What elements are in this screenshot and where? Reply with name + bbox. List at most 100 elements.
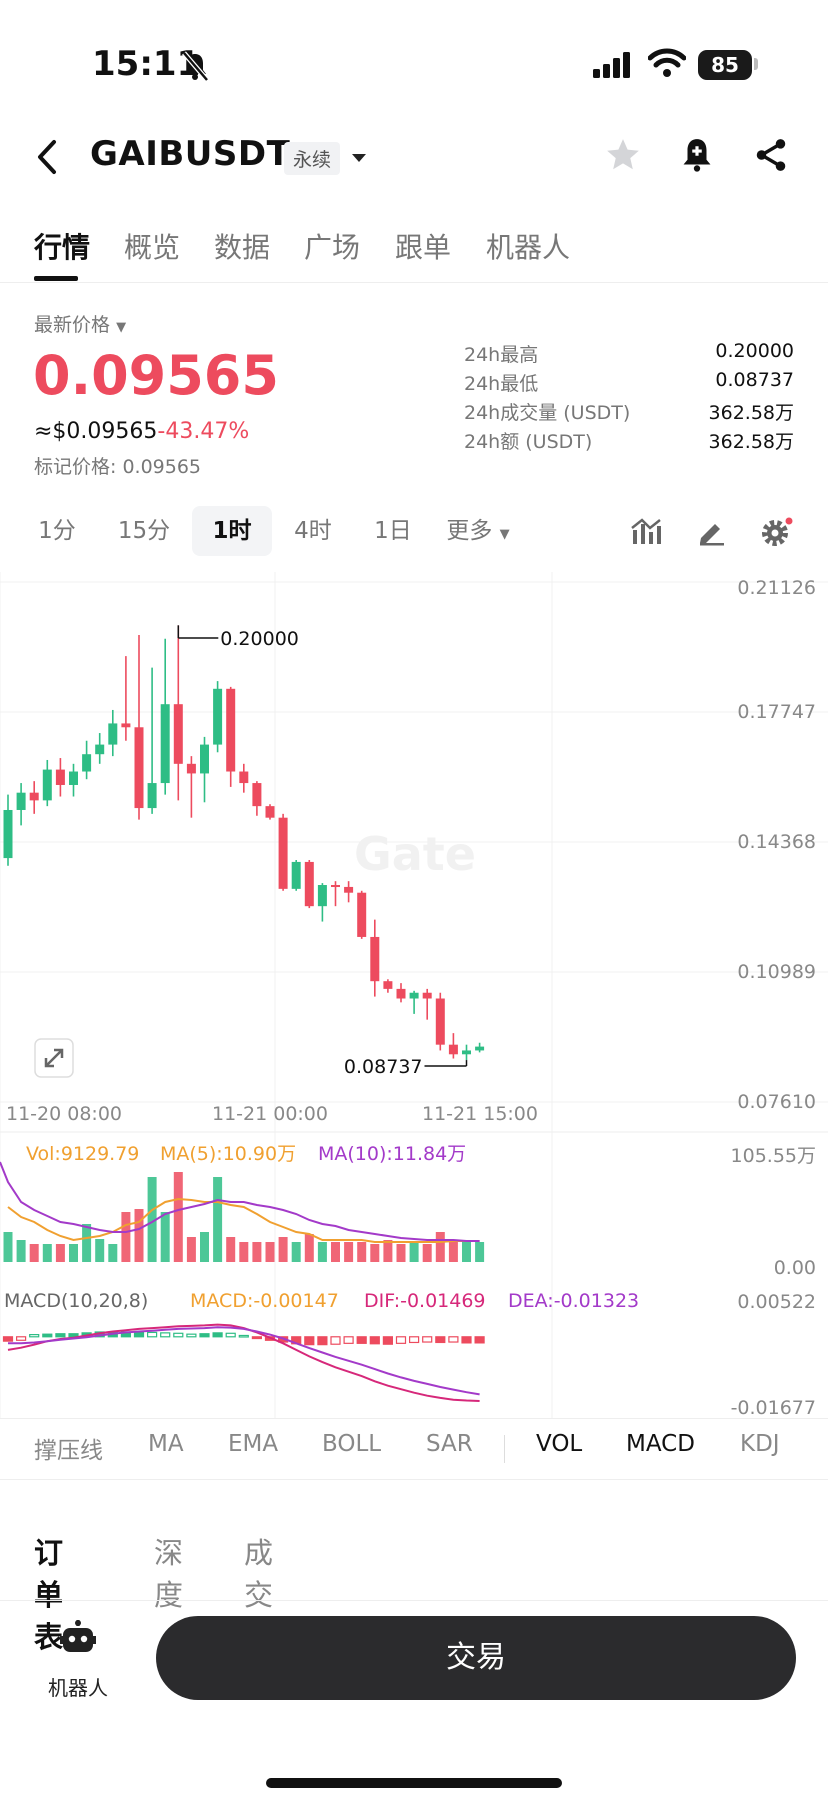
price-chart[interactable]: Gate 0.21126 0.17747 0.14368 0.10989 0.07610 0… bbox=[0, 572, 828, 1418]
macd-histogram-bar bbox=[369, 1336, 380, 1345]
volume-bar bbox=[278, 1237, 288, 1262]
tab-bots[interactable]: 机器人 bbox=[486, 231, 571, 264]
stat-label-turnover: 24h额 (USDT) bbox=[464, 431, 593, 453]
indicator-ema[interactable]: EMA bbox=[228, 1431, 279, 1457]
tab-overview[interactable]: 概览 bbox=[124, 231, 181, 264]
candle-body bbox=[475, 1046, 485, 1051]
candle-body bbox=[462, 1050, 471, 1055]
interval-1h[interactable]: 1时 bbox=[192, 506, 272, 556]
interval-1m[interactable]: 1分 bbox=[38, 518, 76, 544]
back-arrow-icon[interactable] bbox=[34, 138, 60, 176]
chevron-down-icon[interactable] bbox=[350, 152, 368, 164]
watermark-text: Gate bbox=[354, 827, 476, 881]
time-axis-label: 11-20 08:00 bbox=[6, 1103, 122, 1125]
robot-icon[interactable] bbox=[60, 1620, 96, 1656]
stat-value-volume: 362.58万 bbox=[708, 402, 794, 424]
volume-bar bbox=[160, 1212, 170, 1262]
candle-body bbox=[291, 861, 301, 889]
stat-value-turnover: 362.58万 bbox=[708, 431, 794, 453]
draw-pen-icon[interactable] bbox=[696, 516, 726, 546]
interval-1d[interactable]: 1日 bbox=[374, 518, 412, 544]
indicator-ma[interactable]: MA bbox=[148, 1431, 184, 1457]
tab-copy-trading[interactable]: 跟单 bbox=[395, 231, 452, 264]
volume-bar bbox=[186, 1237, 196, 1262]
candle-body bbox=[29, 792, 39, 801]
candle-body bbox=[304, 861, 314, 907]
interval-15m[interactable]: 15分 bbox=[117, 518, 171, 544]
macd-histogram-bar bbox=[225, 1332, 236, 1338]
macd-histogram-bar bbox=[186, 1333, 197, 1338]
candle-body bbox=[422, 992, 432, 999]
volume-bar bbox=[291, 1242, 301, 1262]
volume-bar bbox=[55, 1244, 65, 1262]
tab-square[interactable]: 广场 bbox=[304, 231, 361, 264]
volume-axis-tick: 0.00 bbox=[774, 1257, 816, 1279]
time-axis-label: 11-21 00:00 bbox=[212, 1103, 328, 1125]
candle-body bbox=[95, 744, 105, 755]
volume-bar bbox=[331, 1242, 340, 1262]
indicator-macd[interactable]: MACD bbox=[626, 1431, 695, 1457]
volume-bar bbox=[213, 1177, 223, 1262]
interval-4h[interactable]: 4时 bbox=[294, 518, 332, 544]
indicator-support-resistance[interactable]: 撑压线 bbox=[34, 1438, 103, 1464]
volume-bar bbox=[16, 1240, 26, 1262]
candle-body bbox=[331, 885, 340, 888]
stat-label-volume: 24h成交量 (USDT) bbox=[464, 402, 631, 424]
candle-body bbox=[226, 688, 236, 772]
volume-bar bbox=[147, 1177, 157, 1262]
fullscreen-expand-icon[interactable] bbox=[34, 1038, 74, 1078]
interval-more[interactable]: 更多 ▼ bbox=[446, 518, 510, 544]
contract-type-badge[interactable]: 永续 bbox=[284, 142, 341, 175]
volume-bar bbox=[357, 1242, 367, 1262]
price-axis-tick: 0.21126 bbox=[737, 577, 816, 599]
indicator-sar[interactable]: SAR bbox=[426, 1431, 473, 1457]
macd-histogram-bar bbox=[409, 1336, 420, 1344]
macd-histogram-bar bbox=[42, 1333, 53, 1338]
volume-bar bbox=[69, 1244, 78, 1262]
macd-histogram-bar bbox=[448, 1336, 459, 1343]
usd-price: ≈$0.09565 bbox=[34, 419, 158, 444]
candle-body bbox=[3, 809, 13, 859]
chart-type-icon[interactable] bbox=[630, 516, 662, 546]
volume-bar bbox=[134, 1209, 144, 1262]
volume-bar bbox=[409, 1242, 419, 1262]
home-indicator bbox=[266, 1778, 562, 1788]
candle-body bbox=[121, 723, 131, 728]
chart-settings-gear-icon[interactable] bbox=[760, 516, 794, 548]
price-alert-icon[interactable] bbox=[678, 136, 716, 174]
macd-dif-label: DIF:-0.01469 bbox=[364, 1290, 486, 1312]
latest-price-label[interactable]: 最新价格 ▼ bbox=[34, 314, 127, 336]
tab-depth[interactable]: 深度 bbox=[154, 1536, 184, 1612]
volume-bar bbox=[422, 1244, 432, 1262]
macd-histogram-bar bbox=[212, 1332, 223, 1338]
volume-bar bbox=[3, 1232, 13, 1262]
symbol-title[interactable]: GAIBUSDT bbox=[90, 134, 291, 174]
volume-bar bbox=[462, 1242, 471, 1262]
indicator-boll[interactable]: BOLL bbox=[322, 1431, 382, 1457]
stat-label-high: 24h最高 bbox=[464, 344, 539, 366]
candle-body bbox=[370, 936, 380, 982]
volume-bar bbox=[396, 1244, 406, 1262]
active-tab-indicator bbox=[34, 276, 78, 281]
indicator-vol[interactable]: VOL bbox=[536, 1431, 583, 1457]
candle-body bbox=[344, 886, 354, 893]
macd-histogram-bar bbox=[304, 1336, 315, 1346]
candle-body bbox=[265, 806, 275, 818]
price-change: -43.47% bbox=[157, 419, 250, 444]
macd-histogram-bar bbox=[343, 1336, 354, 1344]
bell-muted-icon bbox=[182, 51, 209, 82]
robot-label[interactable]: 机器人 bbox=[48, 1676, 108, 1700]
tab-trades[interactable]: 成交 bbox=[244, 1536, 274, 1612]
tab-order-book[interactable]: 订单表 bbox=[34, 1536, 64, 1654]
macd-histogram-bar bbox=[160, 1332, 171, 1338]
volume-bar bbox=[252, 1242, 262, 1262]
indicator-kdj[interactable]: KDJ bbox=[740, 1431, 780, 1457]
tab-market[interactable]: 行情 bbox=[34, 231, 91, 264]
low-marker-label: 0.08737 bbox=[344, 1056, 423, 1078]
tab-data[interactable]: 数据 bbox=[214, 231, 271, 264]
share-icon[interactable] bbox=[752, 136, 790, 174]
star-icon[interactable] bbox=[604, 136, 642, 174]
trade-button[interactable]: 交易 bbox=[156, 1616, 796, 1700]
candle-body bbox=[396, 988, 406, 999]
volume-bar bbox=[82, 1224, 92, 1262]
